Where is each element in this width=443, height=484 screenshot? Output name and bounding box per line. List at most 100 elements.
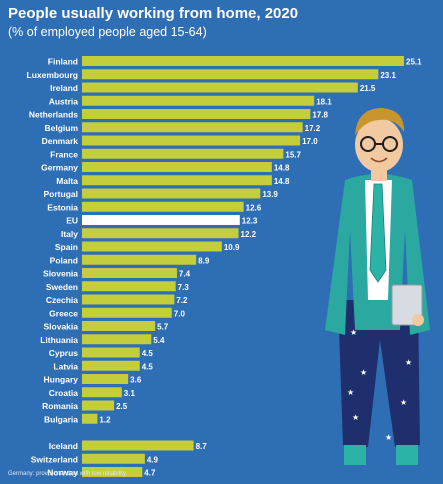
value-label-sweden: 7.3 — [178, 283, 190, 292]
category-label-spain: Spain — [55, 242, 78, 252]
value-label-slovakia: 5.7 — [157, 323, 169, 332]
category-label-slovenia: Slovenia — [43, 269, 78, 279]
category-label-bulgaria: Bulgaria — [44, 414, 78, 424]
bar-croatia — [82, 387, 122, 398]
category-label-romania: Romania — [42, 401, 78, 411]
bar-bulgaria — [82, 413, 98, 424]
category-label-denmark: Denmark — [42, 136, 79, 146]
category-label-ireland: Ireland — [50, 83, 78, 93]
category-label-iceland: Iceland — [49, 441, 78, 451]
category-label-sweden: Sweden — [46, 282, 78, 292]
bar-lithuania — [82, 334, 152, 345]
bars-layer: Finland 25.1 Luxembourg 23.1 Ireland 21.5 Aust… — [27, 56, 422, 478]
value-label-austria: 18.1 — [316, 97, 332, 106]
value-label-croatia: 3.1 — [124, 389, 136, 398]
bar-spain — [82, 241, 222, 252]
bar-hungary — [82, 374, 129, 384]
bar-france — [82, 148, 284, 159]
value-label-portugal: 13.9 — [262, 190, 278, 199]
value-label-slovenia: 7.4 — [179, 270, 191, 279]
svg-text:★: ★ — [350, 328, 357, 337]
value-label-ireland: 21.5 — [360, 84, 376, 93]
bar-luxembourg — [82, 69, 379, 80]
category-label-netherlands: Netherlands — [29, 110, 78, 120]
value-label-cyprus: 4.5 — [142, 349, 154, 358]
man-in-suit-and-pajamas-with-laptop-icon: ★★ ★★ ★★ ★★ — [325, 108, 430, 465]
bar-estonia — [82, 201, 244, 212]
category-label-eu: EU — [66, 216, 78, 226]
value-label-luxembourg: 23.1 — [380, 71, 396, 80]
value-label-malta: 14.8 — [274, 177, 290, 186]
value-label-eu: 12.3 — [242, 217, 258, 226]
value-label-iceland: 8.7 — [196, 442, 208, 451]
value-label-finland: 25.1 — [406, 58, 422, 67]
value-label-italy: 12.2 — [241, 230, 257, 239]
value-label-switzerland: 4.9 — [147, 455, 159, 464]
bar-italy — [82, 228, 239, 239]
svg-text:★: ★ — [347, 388, 354, 397]
bar-greece — [82, 307, 172, 318]
footnote: Germany: provisional data with low relia… — [8, 471, 128, 477]
value-label-romania: 2.5 — [116, 402, 128, 411]
bar-ireland — [82, 82, 358, 93]
category-label-portugal: Portugal — [44, 189, 78, 199]
value-label-poland: 8.9 — [198, 256, 210, 265]
bar-denmark — [82, 135, 301, 146]
svg-text:★: ★ — [360, 368, 367, 377]
category-label-switzerland: Switzerland — [31, 454, 78, 464]
bar-finland — [82, 56, 404, 66]
bar-norway — [82, 467, 143, 477]
bar-portugal — [82, 188, 261, 199]
value-label-france: 15.7 — [285, 150, 301, 159]
value-label-lithuania: 5.4 — [153, 336, 165, 345]
svg-text:★: ★ — [405, 358, 412, 367]
value-label-spain: 10.9 — [224, 243, 240, 252]
category-label-czechia: Czechia — [46, 295, 78, 305]
bar-sweden — [82, 281, 176, 292]
bar-poland — [82, 254, 197, 265]
bar-austria — [82, 95, 315, 106]
bar-romania — [82, 400, 115, 411]
category-label-malta: Malta — [56, 176, 78, 186]
value-label-greece: 7.0 — [174, 309, 186, 318]
bar-malta — [82, 175, 272, 186]
category-label-greece: Greece — [49, 308, 78, 318]
svg-text:★: ★ — [385, 433, 392, 442]
category-label-latvia: Latvia — [53, 361, 78, 371]
value-label-bulgaria: 1.2 — [99, 415, 111, 424]
bar-czechia — [82, 294, 175, 305]
chart-title: People usually working from home, 2020 — [8, 5, 299, 22]
value-label-czechia: 7.2 — [176, 296, 188, 305]
category-label-poland: Poland — [50, 255, 78, 265]
category-label-belgium: Belgium — [44, 123, 78, 133]
value-label-denmark: 17.0 — [302, 137, 318, 146]
value-label-latvia: 4.5 — [142, 362, 154, 371]
bar-eu — [82, 215, 240, 225]
bar-latvia — [82, 360, 140, 371]
category-label-germany: Germany — [41, 163, 78, 173]
bar-belgium — [82, 122, 303, 133]
category-label-austria: Austria — [49, 96, 79, 106]
value-label-norway: 4.7 — [144, 469, 156, 478]
value-label-estonia: 12.6 — [246, 203, 262, 212]
bar-cyprus — [82, 347, 140, 358]
chart-subtitle: (% of employed people aged 15-64) — [8, 25, 207, 39]
bar-netherlands — [82, 109, 311, 119]
category-label-france: France — [50, 149, 78, 159]
category-label-croatia: Croatia — [49, 388, 79, 398]
category-label-norway: Norway — [47, 468, 78, 478]
bar-germany — [82, 162, 272, 172]
category-label-cyprus: Cyprus — [49, 348, 79, 358]
svg-text:★: ★ — [400, 398, 407, 407]
category-label-slovakia: Slovakia — [44, 322, 79, 332]
svg-text:★: ★ — [352, 413, 359, 422]
value-label-belgium: 17.2 — [305, 124, 321, 133]
value-label-germany: 14.8 — [274, 164, 290, 173]
category-label-luxembourg: Luxembourg — [27, 70, 78, 80]
category-label-hungary: Hungary — [44, 375, 79, 385]
category-label-estonia: Estonia — [47, 202, 78, 212]
value-label-hungary: 3.6 — [130, 376, 142, 385]
category-label-italy: Italy — [61, 229, 78, 239]
category-label-finland: Finland — [48, 57, 78, 67]
